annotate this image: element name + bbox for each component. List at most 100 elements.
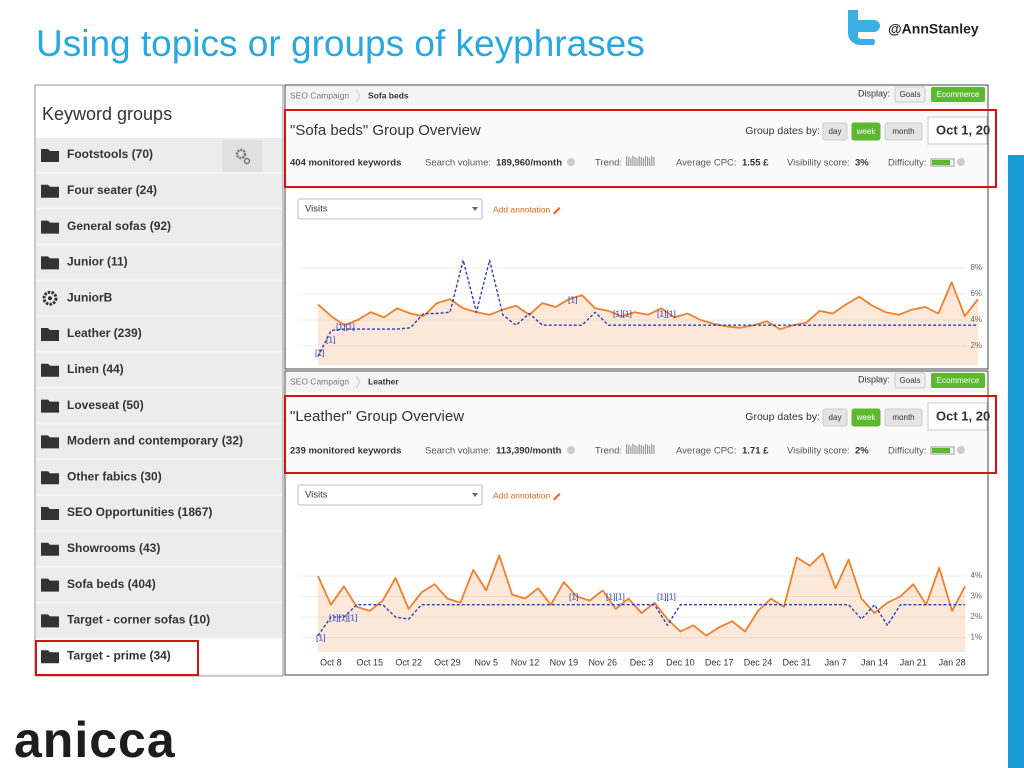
breadcrumb-chevron [355,375,361,389]
breadcrumb-chevron [355,89,361,103]
group-label: Loveseat (50) [67,398,144,412]
group-row [36,388,282,423]
annotation-marker: [1][1] [336,321,355,331]
trend-bar [644,156,647,166]
date-box [927,402,988,431]
cpc-value: 1.55 £ [742,158,769,169]
x-tick-label: Oct 8 [320,657,342,667]
y-tick-label: 4% [970,315,982,324]
group-label: General sofas (92) [67,219,171,233]
overview-title: "Leather" Group Overview [290,408,464,425]
folder-icon [41,184,59,198]
annotation-marker: [1] [315,347,324,357]
visibility-label: Visibility score: [787,158,850,169]
trend-bar [630,158,632,166]
annotation-marker: [1] [326,334,335,344]
search-volume-label: Search volume: [425,446,491,457]
trend-bar [642,446,644,454]
date-group-option: day [829,127,842,136]
difficulty-label: Difficulty: [888,158,926,169]
ecommerce-button [931,373,985,388]
y-tick-label: 2% [970,612,982,621]
gear-icon [42,290,58,306]
breadcrumb: SEO Campaign [290,90,349,100]
groups-title: Keyword groups [42,104,172,124]
difficulty-label: Difficulty: [888,446,926,457]
goals-option: Goals [900,90,921,99]
logo: anicca [14,712,176,768]
twitter-icon [848,10,880,45]
x-tick-label: Dec 31 [783,657,812,667]
group-row [36,603,282,638]
annotation-marker: [1][1][1] [329,612,357,622]
trend-bar [647,445,649,454]
trend-bar [626,156,628,166]
group-row [36,496,282,530]
folder-icon [41,578,59,592]
trend-label: Trend: [595,158,622,169]
trend-bar [632,444,634,454]
selection-highlight [35,640,199,676]
group-row [36,209,282,244]
goals-option: Goals [900,376,921,385]
trend-bar [634,445,636,454]
annotation-marker: [1][1] [606,591,625,601]
group-dates-label: Group dates by: [745,411,820,423]
breadcrumb-bar [286,86,987,106]
difficulty-fill [932,448,950,453]
group-row [36,173,282,208]
folder-icon [41,471,59,485]
keyword-count: 239 monitored keywords [290,446,401,457]
trend-bar [653,445,655,454]
cpc-label: Average CPC: [676,446,737,457]
y-tick-label: 6% [970,289,982,298]
info-icon [567,158,575,166]
series-line [317,259,978,357]
campaign-panel: SEO Campaign Sofa beds Display: Goals Ecomme… [284,84,997,370]
date-box [927,116,988,145]
group-dates-label: Group dates by: [745,125,820,137]
display-label: Display: [858,88,890,98]
x-tick-label: Oct 29 [434,657,461,667]
visibility-label: Visibility score: [787,446,850,457]
twitter-t [848,10,880,45]
breadcrumb: SEO Campaign [290,376,349,386]
group-row [36,567,282,602]
group-row [36,531,282,566]
folder-icon [41,328,59,341]
folder-icon [41,399,59,413]
trend-bar [628,445,630,454]
series-line [317,604,966,637]
goals-button [894,372,926,389]
trend-bar [651,444,653,454]
trend-bar [628,157,630,166]
annotation-marker: [1] [569,591,578,601]
trend-bar [642,158,644,166]
trend-bar [638,444,640,454]
trend-bar [638,156,640,166]
keyword-count: 404 monitored keywords [290,158,401,169]
folder-icon [41,542,59,556]
date-group-button [851,122,881,141]
y-tick-label: 4% [970,571,982,580]
group-row [36,245,282,280]
visibility-value: 2% [855,446,869,457]
cpc-value: 1.71 £ [742,446,769,457]
trend-bar [651,156,653,166]
groups-header [36,86,282,140]
trend-bar [640,157,642,166]
date-group-button [822,122,848,141]
x-tick-label: Jan 14 [861,657,888,667]
folder-icon [41,507,59,520]
x-tick-label: Dec 24 [744,657,773,667]
ecommerce-option: Ecommerce [937,90,980,99]
trend-bar [630,446,632,454]
goals-button [894,86,926,103]
search-volume: 113,390/month [496,446,562,457]
group-label: Linen (44) [67,362,124,376]
metric-selected: Visits [305,490,328,501]
date-group-option: day [829,413,842,422]
trend-bar [640,445,642,454]
dropdown-arrow [472,493,478,497]
